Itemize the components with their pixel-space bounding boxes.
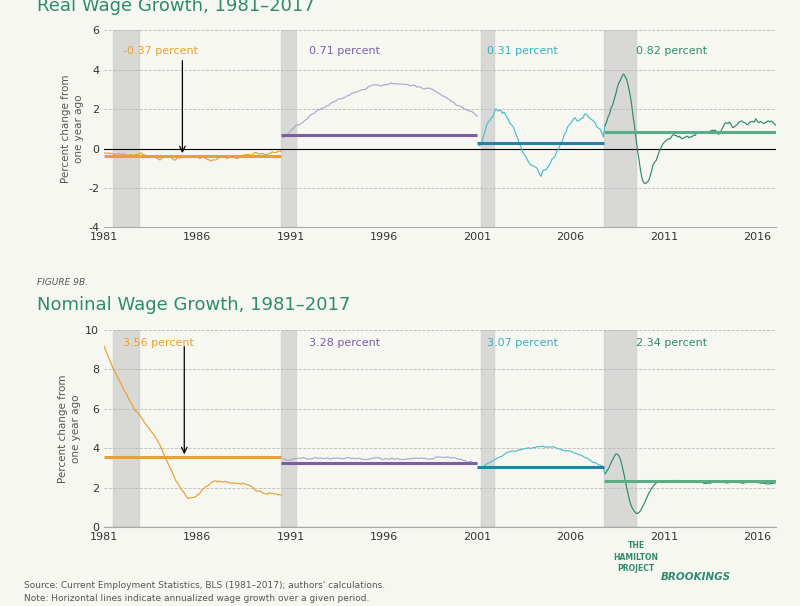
Bar: [114, 30, 139, 227]
Bar: [282, 330, 296, 527]
Text: Nominal Wage Growth, 1981–2017: Nominal Wage Growth, 1981–2017: [37, 296, 350, 315]
Bar: [481, 30, 494, 227]
Text: 2.34 percent: 2.34 percent: [636, 338, 707, 348]
Text: 3.56 percent: 3.56 percent: [122, 338, 194, 348]
Text: FIGURE 9B.: FIGURE 9B.: [37, 278, 88, 287]
Text: 0.82 percent: 0.82 percent: [636, 46, 707, 56]
Text: 3.28 percent: 3.28 percent: [310, 338, 381, 348]
Text: Real Wage Growth, 1981–2017: Real Wage Growth, 1981–2017: [37, 0, 314, 15]
Y-axis label: Percent change from
one year ago: Percent change from one year ago: [61, 75, 84, 183]
Text: THE
HAMILTON
PROJECT: THE HAMILTON PROJECT: [614, 542, 658, 573]
Bar: [114, 330, 139, 527]
Bar: [604, 30, 636, 227]
Text: 0.31 percent: 0.31 percent: [486, 46, 558, 56]
Bar: [604, 330, 636, 527]
Bar: [481, 330, 494, 527]
Text: Source: Current Employment Statistics, BLS (1981–2017); authors' calculations.
N: Source: Current Employment Statistics, B…: [24, 582, 385, 603]
Text: 3.07 percent: 3.07 percent: [486, 338, 558, 348]
Text: 0.71 percent: 0.71 percent: [310, 46, 380, 56]
Text: -0.37 percent: -0.37 percent: [122, 46, 198, 56]
Text: BROOKINGS: BROOKINGS: [661, 571, 731, 582]
Y-axis label: Percent change from
one year ago: Percent change from one year ago: [58, 375, 81, 483]
Bar: [282, 30, 296, 227]
